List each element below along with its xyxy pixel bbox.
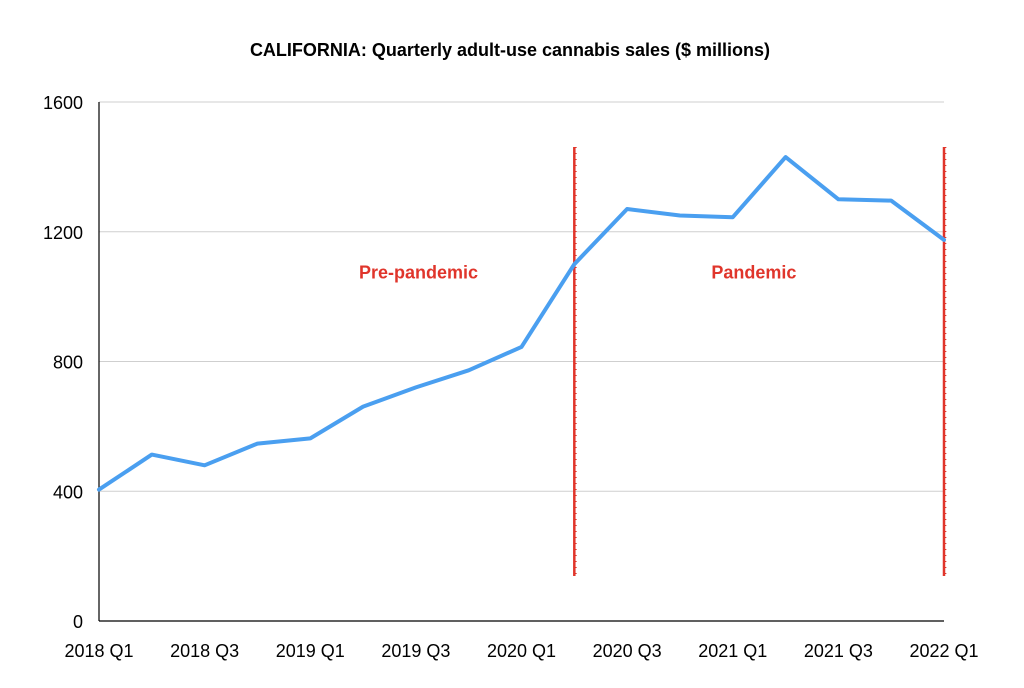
data-series [97, 155, 946, 492]
y-tick-label: 800 [53, 353, 83, 373]
x-tick-label: 2019 Q3 [381, 641, 450, 661]
y-tick-label: 400 [53, 482, 83, 502]
chart-title: CALIFORNIA: Quarterly adult-use cannabis… [250, 40, 770, 60]
x-tick-label: 2021 Q3 [804, 641, 873, 661]
x-tick-label: 2021 Q1 [698, 641, 767, 661]
x-tick-label: 2018 Q1 [64, 641, 133, 661]
axes [98, 102, 944, 622]
y-tick-label: 1200 [43, 223, 83, 243]
series-line [97, 155, 946, 492]
gridlines [99, 101, 944, 492]
period-label: Pre-pandemic [359, 263, 478, 283]
y-tick-label: 0 [73, 612, 83, 632]
period-label: Pandemic [711, 263, 796, 283]
x-tick-label: 2022 Q1 [909, 641, 978, 661]
annotations: Pre-pandemic Pandemic [359, 263, 796, 283]
y-tick-label: 1600 [43, 93, 83, 113]
x-tick-label: 2019 Q1 [276, 641, 345, 661]
y-axis-ticks: 0 400 800 1200 1600 [43, 93, 83, 632]
x-axis-ticks: 2018 Q1 2018 Q3 2019 Q1 2019 Q3 2020 Q1 2020 … [64, 641, 978, 661]
x-tick-label: 2020 Q1 [487, 641, 556, 661]
x-tick-label: 2020 Q3 [593, 641, 662, 661]
period-dividers [573, 147, 947, 576]
x-tick-label: 2018 Q3 [170, 641, 239, 661]
